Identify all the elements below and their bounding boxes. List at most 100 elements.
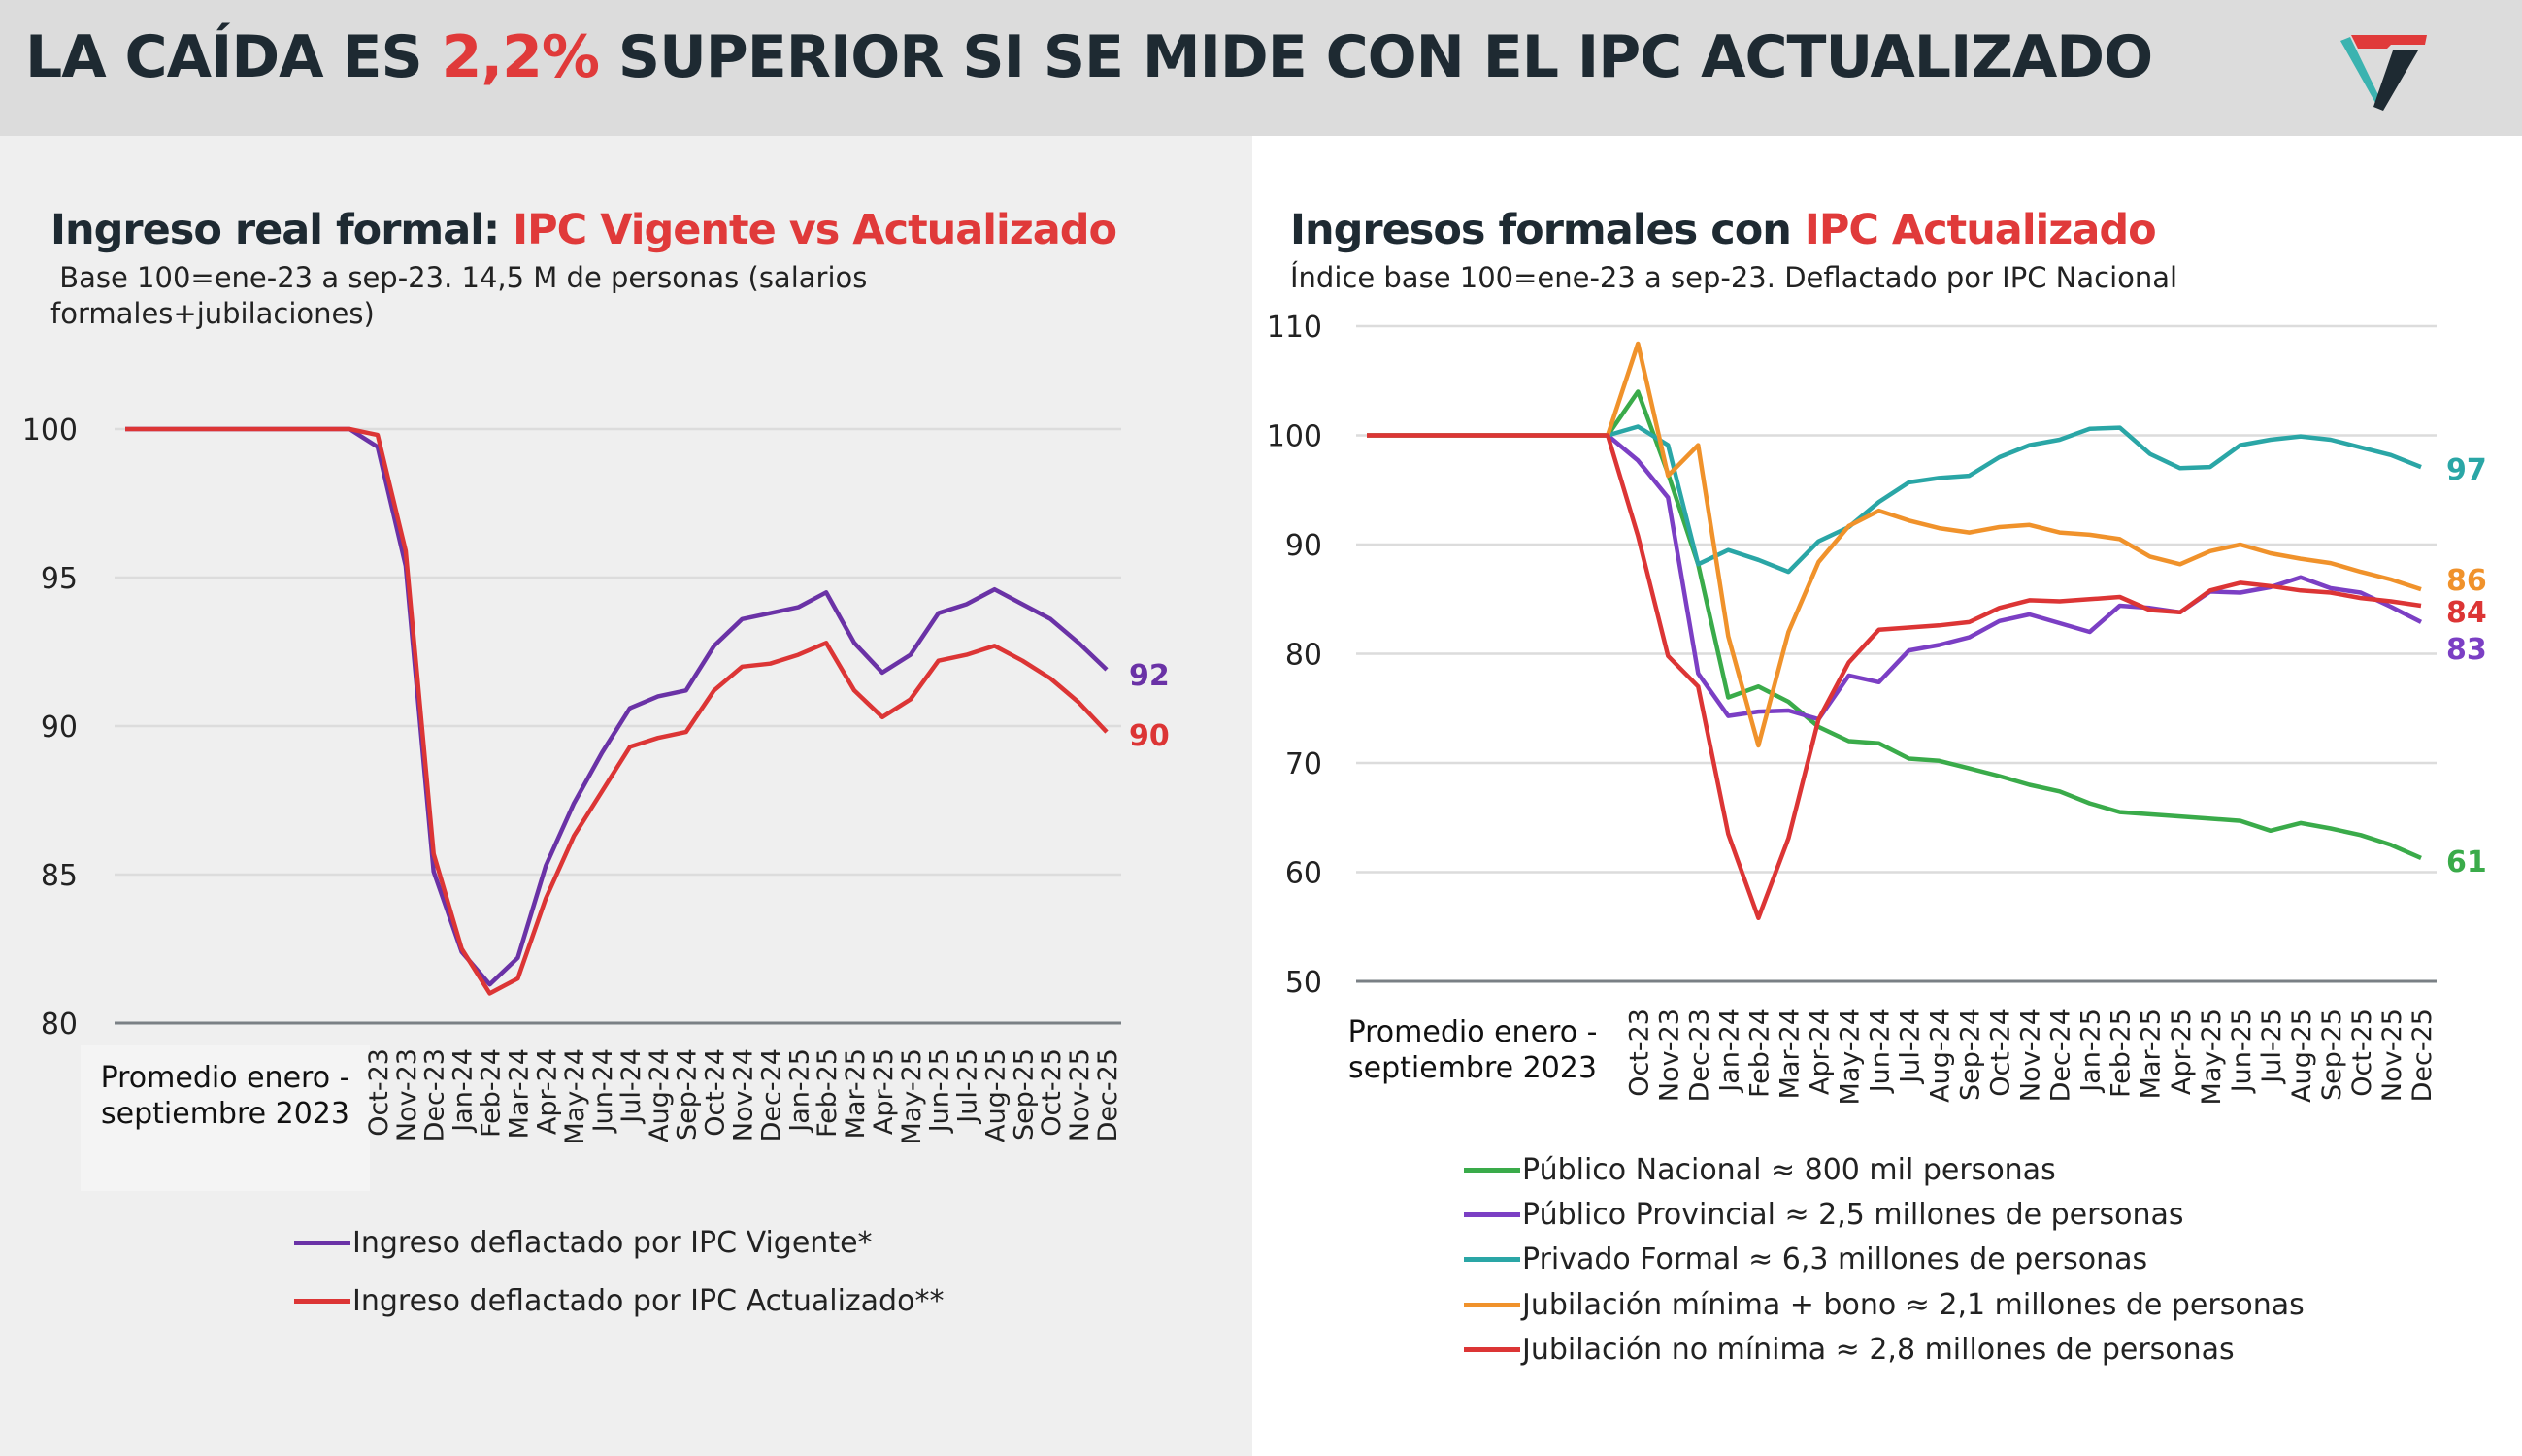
x-tick-label: Jun-25 (925, 1048, 955, 1134)
y-tick-label: 80 (1285, 639, 1322, 673)
legend-label: Público Provincial ≈ 2,5 millones de per… (1522, 1197, 2184, 1232)
legend-item-actualizado: Ingreso deflactado por IPC Actualizado** (294, 1272, 944, 1330)
y-tick-label: 95 (41, 562, 78, 596)
series-line (125, 426, 1109, 996)
legend-label: Jubilación mínima + bono ≈ 2,1 millones … (1522, 1287, 2305, 1322)
end-value-label: 92 (1129, 659, 1170, 693)
x-tick-label: Dec-23 (420, 1048, 450, 1142)
x-tick-label: Jul-24 (1896, 1009, 1926, 1085)
x-tick-label: May-25 (2197, 1009, 2227, 1105)
legend-swatch (1464, 1346, 1520, 1352)
left-x-group-label: Promedio enero - septiembre 2023 (81, 1045, 370, 1191)
x-tick-label: Apr-25 (869, 1048, 899, 1135)
x-tick-label: Oct-24 (1986, 1009, 2016, 1097)
legend-item-privado-formal: Privado Formal ≈ 6,3 millones de persona… (1464, 1238, 2305, 1282)
right-chart-title: Ingresos formales con IPC Actualizado (1290, 206, 2157, 254)
x-tick-label: Jun-24 (588, 1048, 618, 1134)
x-tick-label: Dec-24 (756, 1048, 786, 1142)
x-tick-label: Sep-24 (673, 1048, 703, 1141)
series-line (1367, 433, 2422, 921)
x-tick-label: Sep-24 (1956, 1009, 1986, 1101)
x-tick-label: Aug-24 (1926, 1009, 1956, 1103)
x-tick-label: Jul-25 (953, 1048, 983, 1125)
legend-swatch (294, 1298, 350, 1304)
x-tick-label: Jan-25 (784, 1048, 814, 1134)
x-tick-label: Dec-24 (2046, 1009, 2076, 1102)
x-tick-label: Oct-24 (701, 1048, 731, 1137)
legend-label: Público Nacional ≈ 800 mil personas (1522, 1152, 2056, 1187)
end-value-label: 86 (2446, 564, 2487, 598)
legend-item-jubilacion-no-minima: Jubilación no mínima ≈ 2,8 millones de p… (1464, 1327, 2305, 1372)
title-text: LA CAÍDA ES (25, 23, 442, 91)
end-value-label: 84 (2446, 596, 2487, 630)
left-chart-subtitle: Base 100=ene-23 a sep-23. 14,5 M de pers… (50, 260, 867, 332)
x-tick-label: Oct-25 (2347, 1009, 2377, 1097)
legend-item-publico-nacional: Público Nacional ≈ 800 mil personas (1464, 1147, 2305, 1192)
right-chart-subtitle: Índice base 100=ene-23 a sep-23. Deflact… (1290, 261, 2178, 294)
x-tick-label: Jun-24 (1865, 1009, 1895, 1094)
x-tick-label: Jan-25 (2076, 1009, 2107, 1094)
brand-logo (2340, 35, 2427, 111)
y-tick-label: 60 (1285, 857, 1322, 891)
page-title: LA CAÍDA ES 2,2% SUPERIOR SI SE MIDE CON… (25, 23, 2153, 91)
end-value-label: 83 (2446, 633, 2487, 667)
x-tick-label: Jan-24 (1714, 1009, 1744, 1094)
left-subtitle-line2: formales+jubilaciones) (50, 297, 375, 330)
end-value-label: 90 (1129, 719, 1170, 753)
right-x-group-label: Promedio enero - septiembre 2023 (1347, 1015, 1598, 1085)
legend-label: Privado Formal ≈ 6,3 millones de persona… (1522, 1242, 2148, 1277)
x-tick-label: Dec-23 (1684, 1009, 1714, 1102)
y-tick-label: 110 (1267, 311, 1322, 345)
x-tick-label: Feb-24 (477, 1048, 507, 1138)
x-tick-label: Nov-24 (2016, 1009, 2046, 1102)
legend-swatch (1464, 1211, 1520, 1217)
legend-swatch (294, 1240, 350, 1245)
x-tick-label: Jul-24 (616, 1048, 647, 1125)
x-tick-label: Sep-25 (1009, 1048, 1039, 1141)
y-tick-label: 90 (1285, 529, 1322, 563)
legend-item-vigente: Ingreso deflactado por IPC Vigente* (294, 1213, 944, 1272)
legend-label: Ingreso deflactado por IPC Actualizado** (352, 1283, 945, 1318)
x-tick-label: Feb-25 (2107, 1009, 2137, 1098)
x-tick-label: Jun-25 (2227, 1009, 2257, 1094)
series-line (1367, 389, 2422, 860)
legend-swatch (1464, 1257, 1520, 1263)
end-value-label: 97 (2446, 453, 2487, 487)
legend-label: Jubilación no mínima ≈ 2,8 millones de p… (1522, 1332, 2235, 1367)
y-tick-label: 100 (1267, 420, 1322, 454)
x-tick-label: Nov-23 (1654, 1009, 1684, 1102)
x-tick-label: May-24 (1835, 1009, 1865, 1105)
x-tick-label: Mar-24 (504, 1048, 534, 1139)
y-tick-label: 100 (22, 414, 78, 447)
x-tick-label: Nov-25 (1065, 1048, 1095, 1142)
x-tick-label: Oct-25 (1037, 1048, 1067, 1137)
x-tick-label: Aug-24 (645, 1048, 675, 1142)
x-tick-label: Mar-25 (2137, 1009, 2167, 1099)
y-tick-label: 50 (1285, 966, 1322, 1000)
y-tick-label: 70 (1285, 747, 1322, 781)
series-line (1367, 433, 2423, 722)
legend-item-jubilacion-minima: Jubilación mínima + bono ≈ 2,1 millones … (1464, 1282, 2305, 1327)
x-tick-label: Oct-23 (1624, 1009, 1654, 1097)
y-tick-label: 85 (41, 859, 78, 893)
x-tick-label: Feb-24 (1744, 1009, 1775, 1098)
right-title-text: Ingresos formales con (1290, 206, 1805, 254)
x-tick-label: Nov-25 (2377, 1009, 2407, 1102)
x-tick-label: Jul-25 (2257, 1009, 2287, 1085)
left-title-text: Ingreso real formal: (50, 206, 514, 254)
left-legend: Ingreso deflactado por IPC Vigente* Ingr… (294, 1213, 944, 1330)
x-tick-label: Dec-25 (1093, 1048, 1123, 1142)
title-text-end: SUPERIOR SI SE MIDE CON EL IPC ACTUALIZA… (598, 23, 2153, 91)
left-subtitle-line1: Base 100=ene-23 a sep-23. 14,5 M de pers… (50, 261, 868, 294)
legend-swatch (1464, 1167, 1520, 1173)
left-chart-title: Ingreso real formal: IPC Vigente vs Actu… (50, 206, 1117, 254)
x-tick-label: May-25 (897, 1048, 927, 1144)
legend-label: Ingreso deflactado por IPC Vigente* (352, 1225, 873, 1260)
x-tick-label: Dec-25 (2407, 1009, 2438, 1102)
y-tick-label: 80 (41, 1008, 78, 1042)
x-tick-label: Oct-23 (364, 1048, 394, 1137)
x-tick-label: Apr-24 (532, 1048, 562, 1135)
x-tick-label: Nov-24 (728, 1048, 758, 1142)
